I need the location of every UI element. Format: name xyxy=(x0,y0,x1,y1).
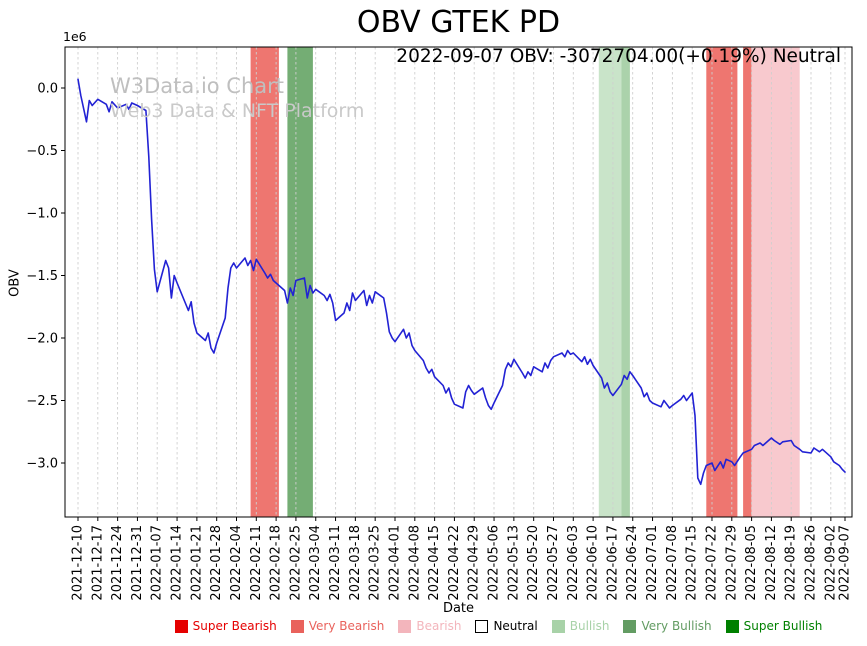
x-tick-label: 2022-02-04 xyxy=(229,525,244,601)
x-tick-label: 2022-04-29 xyxy=(467,525,482,601)
x-tick-label: 2022-03-18 xyxy=(348,525,363,601)
x-tick-label: 2021-12-10 xyxy=(71,525,86,601)
band-bullish xyxy=(598,47,622,517)
x-tick-label: 2022-04-15 xyxy=(427,525,442,601)
band-bearish xyxy=(751,47,800,517)
x-tick-label: 2022-05-27 xyxy=(546,525,561,601)
x-tick-label: 2022-09-02 xyxy=(823,525,838,601)
y-axis-offset-label: 1e6 xyxy=(63,29,87,44)
obv-line xyxy=(77,78,846,486)
x-tick-label: 2022-05-20 xyxy=(526,525,541,601)
x-tick-label: 2022-08-26 xyxy=(804,525,819,601)
x-tick-label: 2022-05-06 xyxy=(487,525,502,601)
legend-swatch-icon xyxy=(725,619,739,633)
x-tick-label: 2022-06-03 xyxy=(566,525,581,601)
x-tick-label: 2022-04-22 xyxy=(447,525,462,601)
y-tick-label: −1.0 xyxy=(26,207,58,222)
watermark-line2: Web3 Data & NFT Platform xyxy=(110,99,365,122)
band-very-bearish xyxy=(706,47,738,517)
x-tick-label: 2022-08-05 xyxy=(744,525,759,601)
x-tick-label: 2022-01-21 xyxy=(189,525,204,601)
chart-title: OBV GTEK PD xyxy=(356,5,561,40)
plot-border xyxy=(64,46,853,518)
watermark-line1: W3Data.io Chart xyxy=(110,74,285,98)
y-tick-label: −2.0 xyxy=(26,332,58,347)
x-tick-label: 2022-02-11 xyxy=(249,525,264,601)
legend-item-very-bearish: Very Bearish xyxy=(290,619,385,633)
legend-item-bearish: Bearish xyxy=(398,619,461,633)
x-tick-label: 2022-03-04 xyxy=(308,525,323,601)
y-tick-label: −3.0 xyxy=(26,457,58,472)
y-tick-label: −2.5 xyxy=(26,394,58,409)
x-tick-label: 2021-12-24 xyxy=(110,525,125,601)
legend-swatch-icon xyxy=(475,619,489,633)
x-tick-label: 2022-04-01 xyxy=(388,525,403,601)
band-very-bearish xyxy=(743,47,752,517)
x-axis-ticks: 2021-12-10 2021-12-17 2021-12-24 2021-12-31… xyxy=(71,517,853,601)
band-bullish xyxy=(621,47,630,517)
x-tick-label: 2022-02-18 xyxy=(269,525,284,601)
legend-item-super-bearish: Super Bearish xyxy=(174,619,277,633)
x-tick-label: 2022-07-15 xyxy=(685,525,700,601)
x-tick-label: 2022-03-11 xyxy=(328,525,343,601)
x-tick-label: 2022-08-12 xyxy=(764,525,779,601)
x-tick-label: 2021-12-31 xyxy=(130,525,145,601)
x-tick-label: 2022-06-17 xyxy=(605,525,620,601)
legend-item-very-bullish: Very Bullish xyxy=(623,619,712,633)
y-tick-label: −1.5 xyxy=(26,269,58,284)
x-tick-label: 2022-08-19 xyxy=(784,525,799,601)
x-tick-label: 2022-07-22 xyxy=(705,525,720,601)
y-tick-label: 0.0 xyxy=(37,82,58,97)
x-tick-label: 2022-09-07 xyxy=(838,525,853,601)
x-axis-label: Date xyxy=(442,601,475,616)
obv-annotation: 2022-09-07 OBV: -3072704.00(+0.19%) Neut… xyxy=(396,46,841,67)
x-tick-label: 2022-07-29 xyxy=(724,525,739,601)
x-tick-label: 2022-03-25 xyxy=(368,525,383,601)
legend-label: Very Bullish xyxy=(641,619,712,633)
x-tick-label: 2022-07-08 xyxy=(665,525,680,601)
legend-label: Super Bullish xyxy=(743,619,823,633)
legend-swatch-icon xyxy=(174,619,188,633)
x-tick-label: 2022-07-01 xyxy=(645,525,660,601)
legend-swatch-icon xyxy=(398,619,412,633)
x-tick-label: 2022-05-13 xyxy=(506,525,521,601)
legend-item-bullish: Bullish xyxy=(551,619,610,633)
x-tick-label: 2022-04-08 xyxy=(407,525,422,601)
legend-label: Bullish xyxy=(569,619,610,633)
y-tick-label: −0.5 xyxy=(26,144,58,159)
x-tick-label: 2022-01-28 xyxy=(209,525,224,601)
x-tick-label: 2022-01-14 xyxy=(170,525,185,601)
legend-item-neutral: Neutral xyxy=(475,619,538,633)
y-axis-ticks: 0.0 −0.5 −1.0 −1.5 −2.0 −2.5 −3.0 xyxy=(26,82,65,472)
legend-label: Super Bearish xyxy=(192,619,277,633)
band-very-bullish xyxy=(287,47,313,517)
watermark: W3Data.io Chart Web3 Data & NFT Platform xyxy=(110,74,364,123)
legend-swatch-icon xyxy=(551,619,565,633)
legend: Super Bearish Very Bearish Bearish Neutral B… xyxy=(130,619,867,633)
x-tick-label: 2022-02-25 xyxy=(288,525,303,601)
x-tick-label: 2022-06-24 xyxy=(625,525,640,601)
legend-item-super-bullish: Super Bullish xyxy=(725,619,823,633)
x-tick-label: 2022-06-10 xyxy=(586,525,601,601)
x-tick-label: 2022-01-07 xyxy=(150,525,165,601)
x-tick-label: 2021-12-17 xyxy=(90,525,105,601)
legend-label: Bearish xyxy=(416,619,462,633)
legend-swatch-icon xyxy=(290,619,304,633)
legend-swatch-icon xyxy=(623,619,637,633)
legend-label: Very Bearish xyxy=(308,619,385,633)
legend-label: Neutral xyxy=(493,619,538,633)
